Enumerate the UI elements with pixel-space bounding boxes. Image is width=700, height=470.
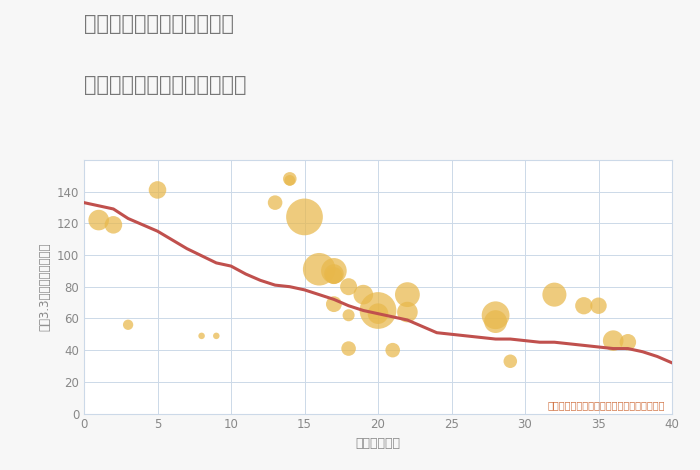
Point [505, 358, 516, 365]
Point [270, 199, 281, 206]
Point [343, 283, 354, 290]
X-axis label: 築年数（年）: 築年数（年） [356, 437, 400, 450]
Point [358, 291, 369, 298]
Point [343, 312, 354, 319]
Text: 円の大きさは、取引のあった物件面積を示す: 円の大きさは、取引のあった物件面積を示す [547, 400, 665, 410]
Point [108, 221, 119, 228]
Point [549, 291, 560, 298]
Point [387, 346, 398, 354]
Point [328, 270, 339, 278]
Point [328, 300, 339, 308]
Point [372, 310, 384, 317]
Point [284, 177, 295, 184]
Point [490, 318, 501, 325]
Point [490, 312, 501, 319]
Point [211, 332, 222, 340]
Point [402, 308, 413, 316]
Point [284, 175, 295, 183]
Point [196, 332, 207, 340]
Y-axis label: 坪（3.3㎡）単価（万円）: 坪（3.3㎡）単価（万円） [38, 243, 51, 331]
Point [152, 186, 163, 194]
Point [608, 337, 619, 345]
Point [314, 266, 325, 273]
Point [343, 345, 354, 352]
Point [593, 302, 604, 310]
Point [299, 213, 310, 221]
Point [328, 267, 339, 274]
Point [622, 338, 634, 346]
Point [328, 272, 339, 279]
Point [93, 216, 104, 224]
Text: 奈良県奈良市北之庄西町の: 奈良県奈良市北之庄西町の [84, 14, 234, 34]
Text: 築年数別中古マンション価格: 築年数別中古マンション価格 [84, 75, 246, 95]
Point [122, 321, 134, 329]
Point [402, 291, 413, 298]
Point [372, 307, 384, 314]
Point [578, 302, 589, 310]
